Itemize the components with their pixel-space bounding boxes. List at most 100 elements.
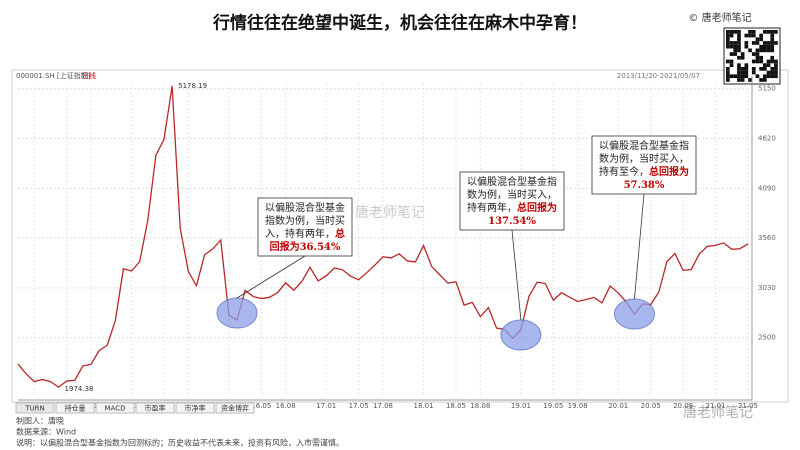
x-tick-label: 20.09 <box>673 402 693 410</box>
qr-cell <box>770 41 775 45</box>
pointer <box>511 229 522 321</box>
qr-cell <box>751 52 756 56</box>
annotation-box <box>257 197 353 257</box>
qr-cell <box>751 33 756 38</box>
tab[interactable] <box>55 402 95 414</box>
qr-cell <box>766 30 771 34</box>
x-tick-label: 18.08 <box>470 402 490 410</box>
x-tick-label: 17.05 <box>349 402 369 410</box>
qr-cell <box>729 52 734 56</box>
qr-cell <box>763 30 767 34</box>
qr-cell <box>755 52 760 56</box>
qr-cell <box>726 67 730 71</box>
value-label: 1974.38 <box>65 385 94 393</box>
qr-cell <box>751 59 756 64</box>
tab[interactable] <box>15 402 55 414</box>
qr-cell <box>737 37 741 42</box>
annotation-segment: 指数为例，当时买 <box>265 214 345 227</box>
qr-cell <box>726 30 730 34</box>
qr-cell <box>737 74 741 79</box>
qr-cell <box>744 63 749 67</box>
qr-cell <box>763 63 767 67</box>
qr-cell <box>748 48 752 53</box>
annotation-text: 入，持有两年，总 <box>265 227 345 240</box>
annotation-text: 指数为例，当时买 <box>265 214 345 227</box>
qr-cell <box>759 48 763 53</box>
qr-cell <box>755 74 760 79</box>
annotation-text: 以偏股混合型基金指 <box>599 139 689 152</box>
qr-cell <box>751 70 756 75</box>
note: 说明：以偏股混合型基金指数为回测标的；历史收益不代表未来，投资有风险，入市需谨慎… <box>16 438 344 448</box>
x-tick-label: 16.08 <box>276 402 296 410</box>
x-tick-label: 21.05 <box>738 402 758 410</box>
qr-cell <box>737 48 741 53</box>
chart-panel <box>11 69 789 403</box>
y-tick-label: 4090 <box>758 184 776 192</box>
y-tick-label: 5150 <box>758 85 776 93</box>
qr-cell <box>766 44 771 49</box>
tab-label: 持仓量 <box>65 404 86 413</box>
stamp: 唐老师笔记 <box>683 404 753 421</box>
qr-cell <box>759 78 763 82</box>
x-tick-label: 18.01 <box>414 402 434 410</box>
qr-cell <box>740 78 745 82</box>
qr-cell <box>755 41 760 45</box>
annotation-text: 回报为36.54% <box>270 240 341 253</box>
y-tick-label: 2500 <box>758 334 776 342</box>
qr-cell <box>748 30 752 34</box>
qr-cell <box>740 55 745 60</box>
y-tick-label: 3560 <box>758 234 776 242</box>
qr-cell <box>726 59 730 64</box>
qr-cell <box>726 78 730 82</box>
qr-cell <box>733 48 738 53</box>
qr-cell <box>759 33 763 38</box>
qr-cell <box>770 30 775 34</box>
annotation-text: 数为例，当时买入， <box>599 152 689 165</box>
tab[interactable] <box>215 402 255 414</box>
annotation-segment: 数为例，当时买入， <box>599 152 689 165</box>
tab[interactable] <box>95 402 135 414</box>
qr-cell <box>759 67 763 71</box>
qr-cell <box>770 74 775 79</box>
x-tick-label: 17.01 <box>316 402 336 410</box>
qr-cell <box>729 74 734 79</box>
watermark: 唐老师笔记 <box>355 204 425 221</box>
annotation-box <box>591 135 697 195</box>
qr-cell <box>740 52 745 56</box>
symbol: 000001.SH [上证指数] <box>16 71 91 80</box>
x-tick-label: 18.05 <box>446 402 466 410</box>
qr-cell <box>751 30 756 34</box>
annotation-segment: 57.38% <box>624 180 665 191</box>
annotation-segment: 总回报为 <box>517 201 557 214</box>
pointer <box>634 193 645 300</box>
qr-cell <box>774 59 778 64</box>
title: 行情往往在绝望中诞生，机会往往在麻木中孕育！ <box>212 13 587 34</box>
tab[interactable] <box>175 402 215 414</box>
qr-cell <box>737 33 741 38</box>
qr-cell <box>774 41 778 45</box>
qr-cell <box>755 48 760 53</box>
annotation-segment: 数为例，当时买入， <box>467 188 557 201</box>
tab[interactable] <box>135 402 175 414</box>
highlight-circle <box>216 297 258 329</box>
qr-cell <box>770 48 775 53</box>
qr-cell <box>763 48 767 53</box>
tab-label: 市净率 <box>185 404 206 413</box>
qr-cell <box>733 44 738 49</box>
qr-cell <box>744 67 749 71</box>
annotation-segment: 入，持有两年， <box>265 227 335 240</box>
qr-cell <box>726 44 730 49</box>
tab-label: 市盈率 <box>145 404 166 413</box>
annotation-segment: 持有至今， <box>599 165 649 178</box>
x-tick-label: 16.05 <box>251 402 271 410</box>
qr-cell <box>766 41 771 45</box>
qr-cell <box>737 67 741 71</box>
qr-cell <box>740 70 745 75</box>
qr-cell <box>763 67 767 71</box>
qr-cell <box>755 55 760 60</box>
annotation-segment: 总回报为 <box>649 165 689 178</box>
x-tick-label: 19.08 <box>568 402 588 410</box>
tab-label: MACD <box>105 405 126 413</box>
